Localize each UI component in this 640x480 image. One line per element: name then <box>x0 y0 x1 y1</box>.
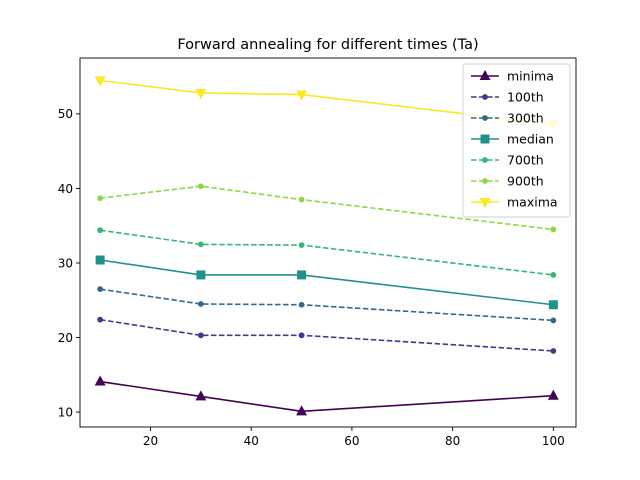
legend-label-median: median <box>507 132 554 147</box>
legend-entry-minima: minima <box>471 69 554 84</box>
series-line-900th <box>100 185 554 231</box>
legend-entry-100th: 100th <box>471 90 544 105</box>
data-point-maxima-0 <box>94 76 106 87</box>
data-point-700th-0 <box>97 227 104 234</box>
chart-title: Forward annealing for different times (T… <box>177 37 478 53</box>
legend-marker-minima <box>479 69 491 80</box>
legend-label-minima: minima <box>507 69 554 84</box>
data-point-700th-2 <box>298 242 305 249</box>
series-300th <box>97 286 557 324</box>
series-line-maxima <box>100 79 554 126</box>
data-point-300th-3 <box>550 317 557 324</box>
data-point-300th-2 <box>298 301 305 308</box>
series-layer <box>94 76 559 416</box>
data-point-100th-3 <box>550 348 557 354</box>
legend-entry-900th: 900th <box>471 174 544 189</box>
y-tick-label: 10 <box>58 405 73 419</box>
series-line-minima <box>100 380 554 413</box>
legend-marker-900th <box>482 178 488 184</box>
data-point-100th-2 <box>298 332 305 339</box>
legend-label-300th: 300th <box>507 111 544 126</box>
x-tick-label: 20 <box>143 434 158 448</box>
data-point-median-3 <box>548 300 558 310</box>
series-700th <box>97 227 557 278</box>
axes-frame <box>79 57 577 428</box>
series-minima <box>94 375 559 416</box>
data-point-700th-1 <box>197 241 204 248</box>
data-point-maxima-2 <box>296 90 308 101</box>
data-point-maxima-1 <box>195 89 207 100</box>
y-tick-label: 30 <box>58 256 73 270</box>
data-point-900th-2 <box>298 196 305 203</box>
legend-entry-maxima: maxima <box>471 195 558 210</box>
data-point-100th-0 <box>97 316 104 323</box>
series-median <box>95 255 558 310</box>
data-point-minima-1 <box>195 390 207 401</box>
data-point-100th-1 <box>197 332 204 339</box>
data-point-700th-3 <box>550 272 557 278</box>
series-line-700th <box>100 229 554 276</box>
legend-label-maxima: maxima <box>507 195 558 210</box>
x-tick-label: 80 <box>445 434 460 448</box>
legend-entry-700th: 700th <box>471 153 544 168</box>
series-line-100th <box>100 318 554 352</box>
series-line-median <box>100 259 554 306</box>
x-tick-label: 100 <box>542 434 565 448</box>
data-point-900th-1 <box>197 183 204 190</box>
legend-label-700th: 700th <box>507 153 544 168</box>
legend-marker-700th <box>482 157 488 163</box>
legend-label-100th: 100th <box>507 90 544 105</box>
legend-box <box>462 63 571 218</box>
x-tick-label: 60 <box>344 434 359 448</box>
data-point-minima-3 <box>547 389 559 400</box>
legend-marker-maxima <box>479 198 491 209</box>
y-tick-label: 40 <box>58 182 73 196</box>
axes: 20 40 60 80 100 10 20 30 40 50 <box>58 57 577 448</box>
data-point-minima-2 <box>296 405 308 416</box>
data-point-300th-0 <box>97 286 104 292</box>
legend-label-900th: 900th <box>507 174 544 189</box>
legend-marker-median <box>480 134 490 144</box>
legend-entry-300th: 300th <box>471 111 544 126</box>
data-point-minima-0 <box>94 375 106 386</box>
data-point-median-0 <box>95 255 105 265</box>
series-line-300th <box>100 288 554 322</box>
legend-marker-100th <box>482 94 488 100</box>
series-100th <box>97 316 557 354</box>
data-point-300th-1 <box>197 301 204 307</box>
y-tick-label: 20 <box>58 331 73 345</box>
y-tick-label: 50 <box>58 107 73 121</box>
x-tick-label: 40 <box>244 434 259 448</box>
legend-marker-300th <box>482 115 488 121</box>
data-point-median-2 <box>297 270 307 280</box>
data-point-median-1 <box>196 270 206 280</box>
legend-entry-median: median <box>471 132 554 147</box>
data-point-900th-3 <box>550 226 557 233</box>
series-900th <box>97 183 557 233</box>
legend: minima 100th 300th median 700th 900th maxima <box>462 63 571 218</box>
data-point-900th-0 <box>97 195 104 202</box>
